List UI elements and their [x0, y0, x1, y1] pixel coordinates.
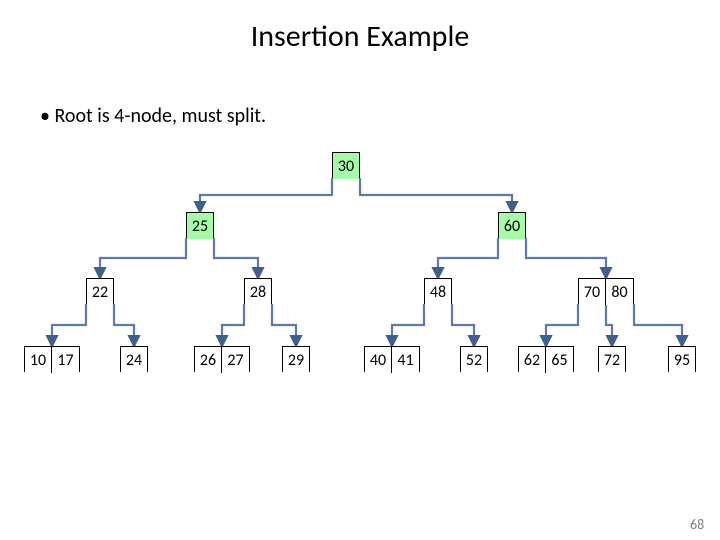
- tree-node: 48: [424, 278, 452, 304]
- tree-edge: [114, 304, 134, 346]
- tree-node-key: 52: [461, 347, 487, 373]
- tree-node: 28: [244, 278, 272, 304]
- tree-edge: [392, 304, 424, 346]
- tree-edge: [634, 304, 682, 346]
- tree-node-key: 24: [121, 347, 147, 373]
- tree-node-key: 22: [87, 279, 113, 305]
- tree-node-key: 10: [25, 347, 52, 373]
- tree-node-key: 95: [669, 347, 695, 373]
- tree-node-key: 25: [187, 213, 213, 239]
- tree-node-key: 26: [195, 347, 222, 373]
- tree-node: 95: [668, 346, 696, 372]
- tree-edge: [52, 304, 86, 346]
- tree-node: 22: [86, 278, 114, 304]
- tree-node: 4041: [364, 346, 420, 372]
- tree-node-key: 30: [333, 153, 359, 179]
- tree-node: 30: [332, 152, 360, 178]
- tree-node: 2627: [194, 346, 250, 372]
- tree-node: 25: [186, 212, 214, 238]
- tree-edge: [526, 238, 606, 278]
- tree-node: 6265: [518, 346, 574, 372]
- tree-edge: [222, 304, 244, 346]
- tree-node-key: 48: [425, 279, 451, 305]
- slide-bullet: Root is 4-node, must split.: [40, 104, 266, 128]
- tree-edge: [360, 178, 512, 212]
- tree-node-key: 41: [392, 347, 419, 373]
- tree-node-key: 17: [52, 347, 79, 373]
- tree-edge: [606, 304, 612, 346]
- tree-edge: [200, 178, 332, 212]
- tree-node: 52: [460, 346, 488, 372]
- tree-node-key: 40: [365, 347, 392, 373]
- tree-node-key: 27: [222, 347, 249, 373]
- tree-edge: [272, 304, 296, 346]
- tree-node-key: 80: [606, 279, 633, 305]
- tree-node-key: 65: [546, 347, 573, 373]
- tree-edge: [438, 238, 498, 278]
- tree-node-key: 60: [499, 213, 525, 239]
- tree-node-key: 29: [283, 347, 309, 373]
- tree-node: 60: [498, 212, 526, 238]
- tree-node-key: 62: [519, 347, 546, 373]
- page-number: 68: [690, 516, 704, 533]
- tree-node: 29: [282, 346, 310, 372]
- tree-node-key: 28: [245, 279, 271, 305]
- tree-edge: [546, 304, 578, 346]
- tree-edges: [0, 0, 720, 540]
- tree-edge: [452, 304, 474, 346]
- tree-node: 1017: [24, 346, 80, 372]
- slide-title: Insertion Example: [0, 18, 720, 55]
- tree-edge: [100, 238, 186, 278]
- tree-node-key: 70: [579, 279, 606, 305]
- tree-node: 72: [598, 346, 626, 372]
- tree-node: 7080: [578, 278, 634, 304]
- tree-node: 24: [120, 346, 148, 372]
- tree-edge: [214, 238, 258, 278]
- tree-node-key: 72: [599, 347, 625, 373]
